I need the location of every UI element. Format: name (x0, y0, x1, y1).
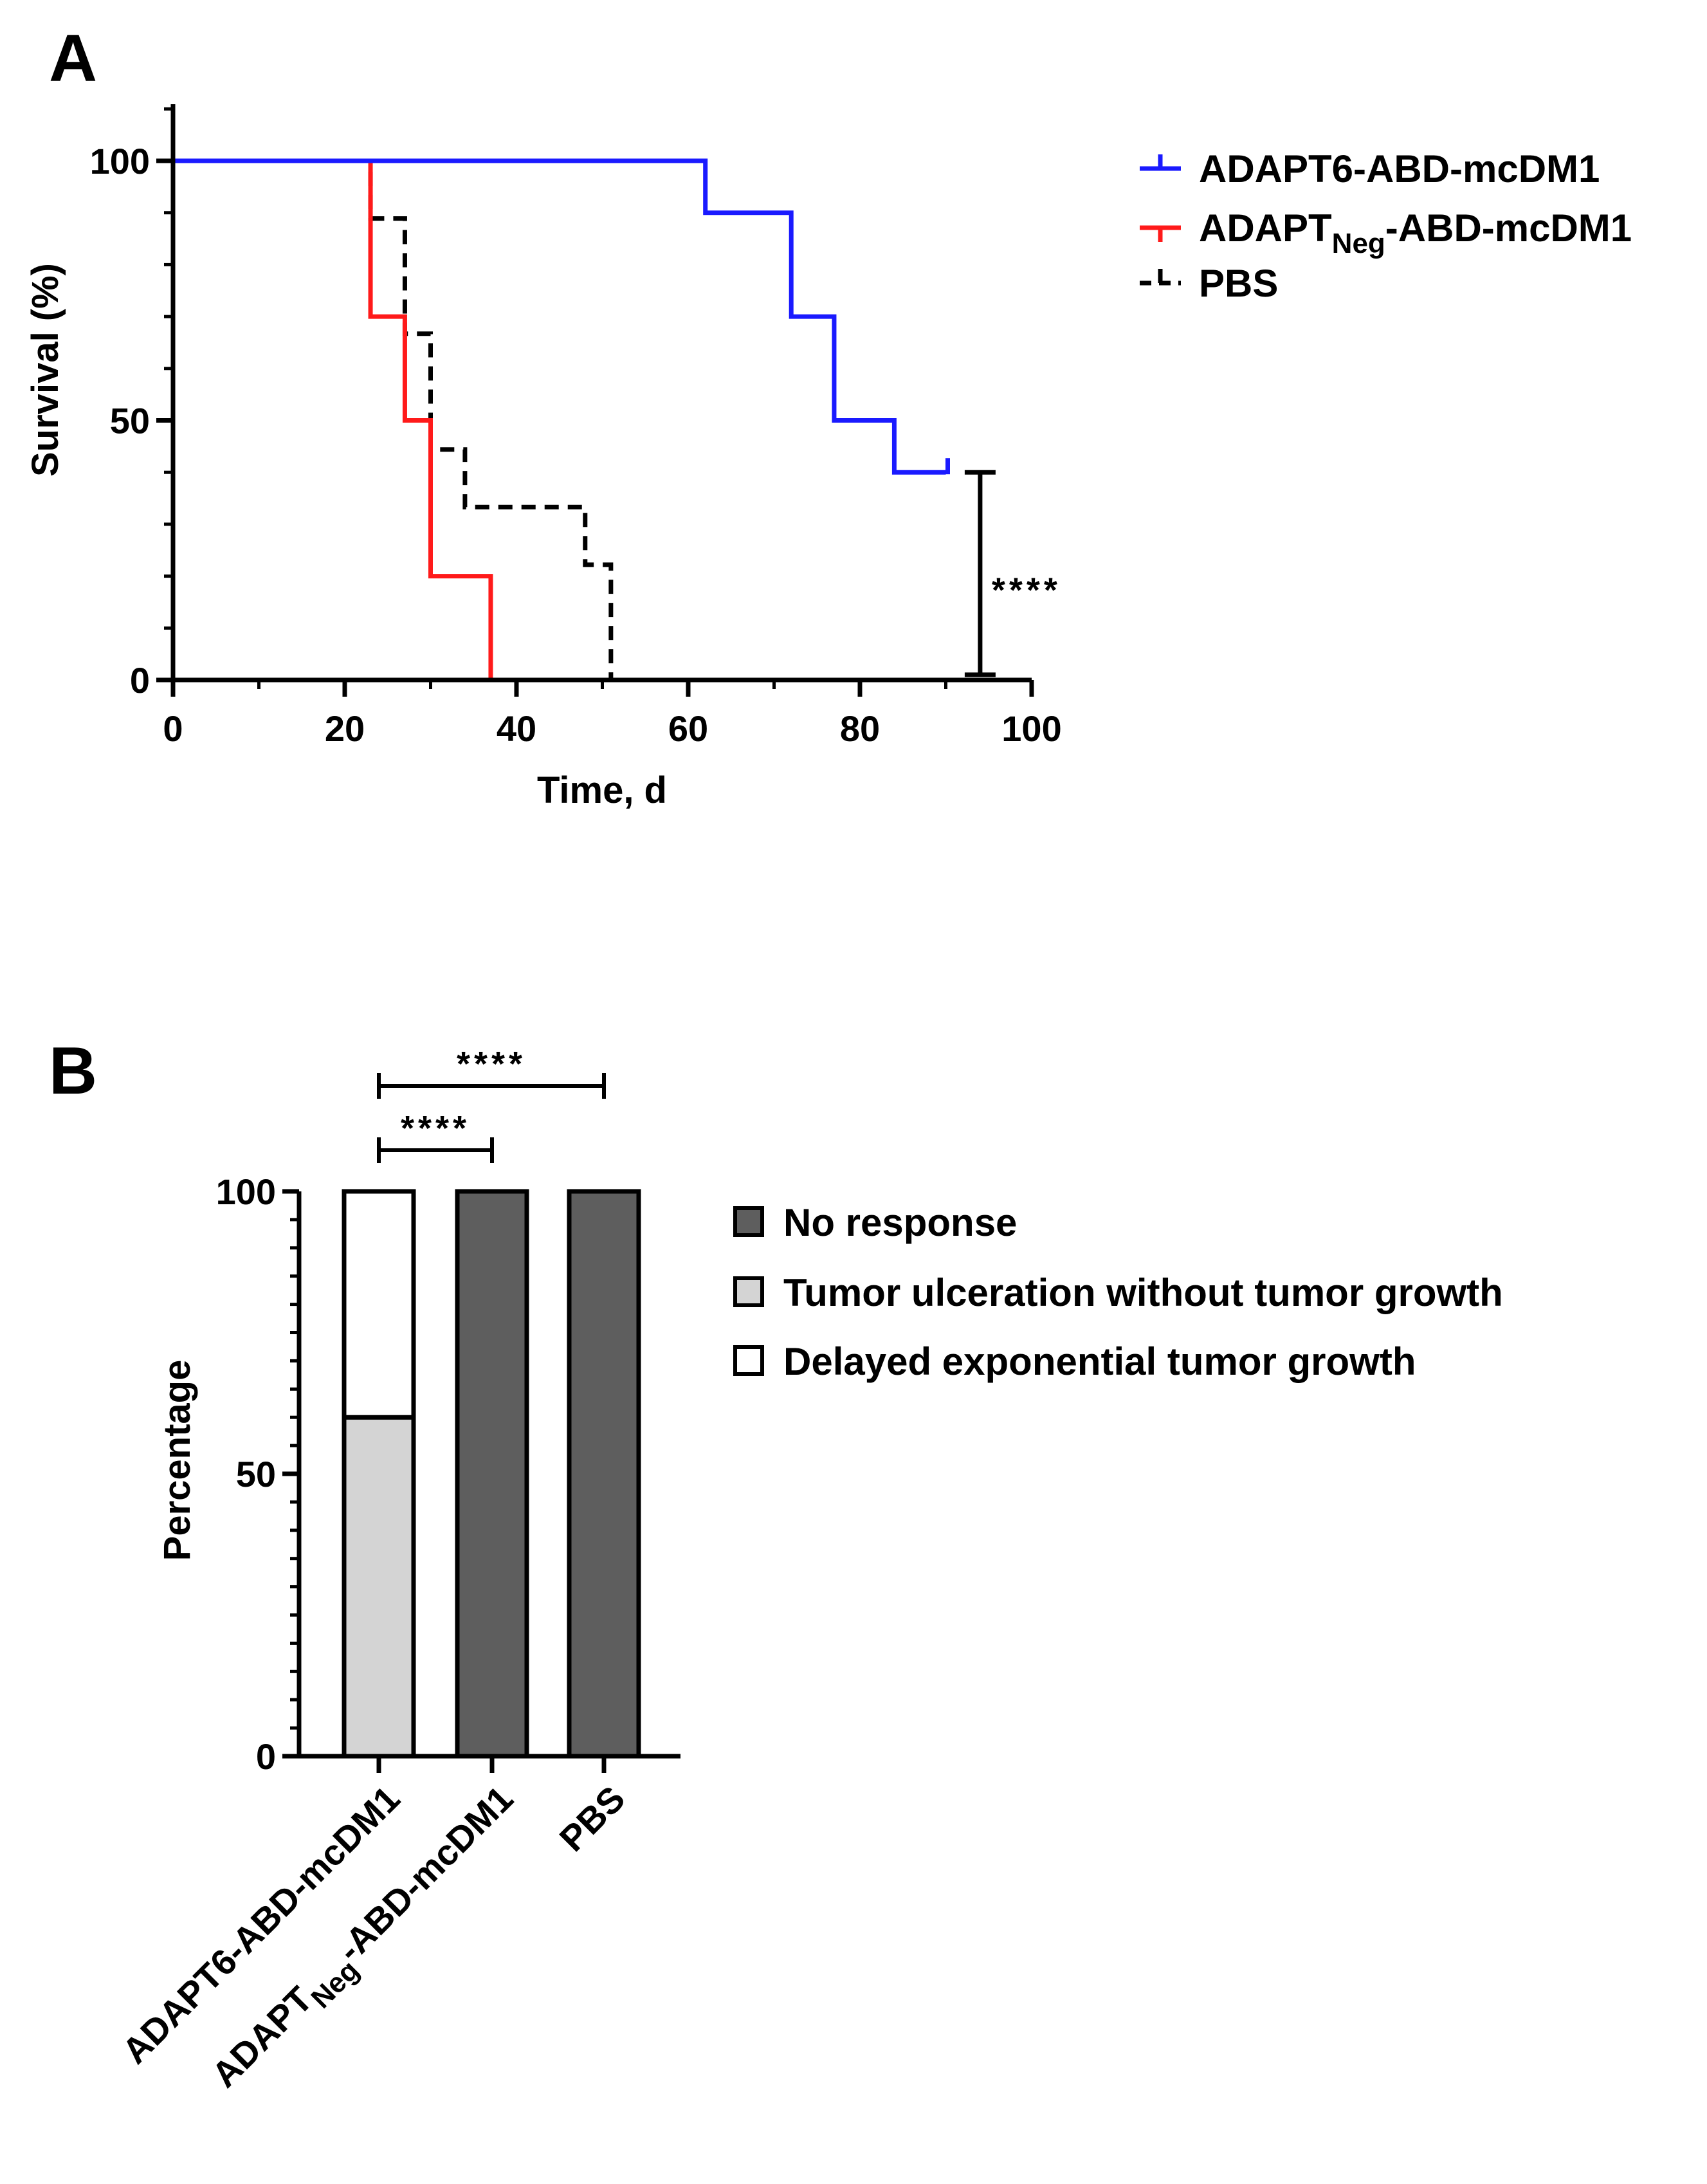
series-line-adaptneg-abd-mcdm1 (173, 158, 493, 680)
significance-stars: **** (992, 571, 1061, 610)
y-axis-ticks: 0 50 100 (90, 107, 173, 701)
panel-b-response-chart: B **** **** 0 50 100 ADAPT6-ABD-mcDM1ADAPTN… (49, 1034, 1503, 2095)
significance-bracket: **** (377, 1045, 606, 1099)
x-axis-title: Time, d (537, 769, 667, 811)
y-tick-label: 100 (216, 1171, 276, 1212)
legend-label: PBS (1199, 262, 1278, 305)
y-tick-label: 50 (110, 401, 150, 441)
legend-label: ADAPT6-ABD-mcDM1 (1199, 147, 1600, 190)
y-axis-title: Percentage (156, 1360, 198, 1561)
bar-segment-no-response (455, 1189, 529, 1759)
significance-stars: **** (401, 1109, 470, 1148)
legend-item-tumor-ulceration-without-tumor-growth: Tumor ulceration without tumor growth (733, 1271, 1503, 1314)
legend-label: ADAPTNeg-ABD-mcDM1 (1199, 206, 1632, 259)
legend-swatch (733, 1345, 764, 1376)
x-tick-label: 40 (497, 708, 536, 749)
x-tick-label: PBS (552, 1778, 633, 1859)
legend-label: No response (783, 1201, 1017, 1244)
panel-a-letter: A (49, 21, 97, 96)
legend-item-pbs: PBS (1140, 262, 1278, 305)
significance-bracket: **** (377, 1109, 494, 1163)
legend-swatch (733, 1276, 764, 1307)
x-tick-label: 0 (163, 708, 183, 749)
y-axis-title: Survival (%) (24, 263, 66, 477)
survival-plot-area (173, 158, 950, 680)
bar-segment-delayed-exponential-tumor-growth (342, 1189, 416, 1420)
significance-bracket: **** (964, 470, 1061, 677)
legend-label: Tumor ulceration without tumor growth (783, 1271, 1503, 1314)
legend-label: Delayed exponential tumor growth (783, 1340, 1416, 1383)
series-line-pbs (173, 158, 614, 680)
series-line-adapt6-abd-mcdm1 (173, 158, 946, 475)
y-tick-label: 50 (236, 1454, 276, 1494)
response-legend: No response Tumor ulceration without tumo… (733, 1201, 1503, 1383)
y-tick-label: 100 (90, 141, 150, 181)
panel-b-letter: B (49, 1034, 97, 1108)
panel-a-survival-chart: A 0 50 100 0 20 40 60 80 100 Survival (%) Time,… (24, 21, 1632, 811)
legend-swatch (733, 1206, 764, 1237)
y-axis-ticks: 0 50 100 (216, 1171, 299, 1777)
y-tick-label: 0 (130, 660, 150, 701)
legend-label-subscript: Neg (1332, 228, 1385, 259)
x-axis-ticks: 0 20 40 60 80 100 (163, 680, 1062, 749)
x-tick-label: 60 (668, 708, 708, 749)
x-tick-label: 100 (1001, 708, 1061, 749)
y-tick-label: 0 (256, 1736, 276, 1777)
x-tick-label: 80 (840, 708, 880, 749)
legend-label-rest: -ABD-mcDM1 (1385, 206, 1632, 250)
x-tick-label-main: ADAPT (204, 1979, 320, 2095)
legend-item-no-response: No response (733, 1201, 1017, 1244)
legend-item-delayed-exponential-tumor-growth: Delayed exponential tumor growth (733, 1340, 1416, 1383)
legend-item-adapt6-abd-mcdm1: ADAPT6-ABD-mcDM1 (1140, 147, 1600, 190)
x-tick-label: 20 (325, 708, 365, 749)
legend-item-adaptneg-abd-mcdm1: ADAPTNeg-ABD-mcDM1 (1140, 206, 1632, 259)
stacked-bars (342, 1189, 641, 1759)
bar-segment-no-response (567, 1189, 641, 1759)
bar-segment-tumor-ulceration-without-tumor-growth (342, 1415, 416, 1759)
significance-brackets: **** **** (377, 1045, 606, 1163)
significance-stars: **** (457, 1045, 526, 1083)
legend-label-main: ADAPT (1199, 206, 1332, 250)
